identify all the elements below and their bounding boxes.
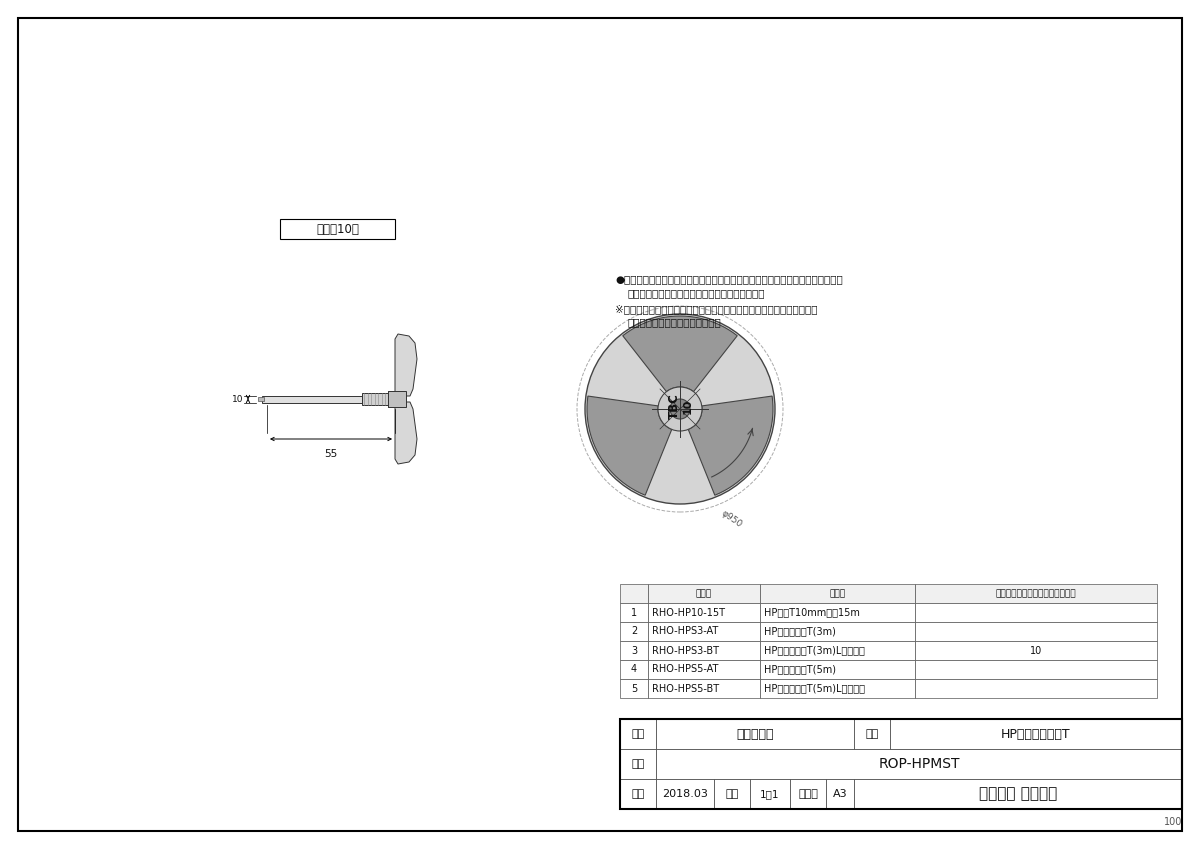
Text: 型式: 型式: [631, 759, 644, 769]
Bar: [648, 603, 760, 622]
Text: 名称: 名称: [631, 729, 644, 739]
Bar: [362, 393, 388, 405]
Bar: [648, 584, 760, 603]
Bar: [388, 391, 395, 407]
Bar: [258, 397, 264, 401]
Bar: [916, 622, 1157, 641]
Text: φ950: φ950: [720, 509, 744, 530]
Text: 1：1: 1：1: [761, 789, 780, 799]
Text: 呼び径10用: 呼び径10用: [316, 222, 359, 235]
Bar: [760, 622, 916, 641]
Bar: [620, 679, 648, 698]
Bar: [648, 679, 760, 698]
Bar: [790, 779, 826, 809]
Text: 外形寸法図: 外形寸法図: [737, 728, 774, 740]
Bar: [280, 219, 395, 239]
Circle shape: [670, 399, 690, 419]
Text: ROP-HPMST: ROP-HPMST: [878, 757, 960, 771]
Text: A3: A3: [833, 789, 847, 799]
Text: RHO-HPS3-AT: RHO-HPS3-AT: [652, 627, 719, 637]
Text: HP配管セットT(3m)L継手仕様: HP配管セットT(3m)L継手仕様: [764, 645, 865, 655]
Bar: [714, 779, 750, 809]
Text: RHO-HPS5-BT: RHO-HPS5-BT: [652, 683, 719, 694]
Bar: [648, 641, 760, 660]
Bar: [916, 641, 1157, 660]
Bar: [760, 584, 916, 603]
Bar: [916, 660, 1157, 679]
Bar: [620, 603, 648, 622]
Text: 品名: 品名: [865, 729, 878, 739]
Bar: [760, 603, 916, 622]
Text: HP配管セットT(3m): HP配管セットT(3m): [764, 627, 836, 637]
Text: HP配管セットT(5m)L継手仕様: HP配管セットT(5m)L継手仕様: [764, 683, 865, 694]
Bar: [890, 719, 1182, 749]
Bar: [760, 679, 916, 698]
Text: HP配管面仕上器T: HP配管面仕上器T: [1001, 728, 1070, 740]
Circle shape: [658, 387, 702, 431]
Bar: [388, 391, 406, 407]
Bar: [620, 660, 648, 679]
Text: ●本品は、当社指定の金属強化ポリエチレン管（アルミ三層管）専用品であり、: ●本品は、当社指定の金属強化ポリエチレン管（アルミ三層管）専用品であり、: [616, 274, 842, 284]
Text: 2: 2: [631, 627, 637, 637]
Bar: [620, 719, 1182, 809]
Polygon shape: [689, 396, 773, 495]
Text: HP配管セットT(5m): HP配管セットT(5m): [764, 665, 836, 674]
Bar: [854, 719, 890, 749]
Bar: [656, 719, 854, 749]
Text: 尺度: 尺度: [725, 789, 739, 799]
Text: 10: 10: [683, 398, 694, 413]
Text: 型　式: 型 式: [696, 589, 712, 598]
Bar: [620, 584, 648, 603]
Circle shape: [586, 314, 775, 504]
Text: 金属強化ポリエチレン管の呼び径: 金属強化ポリエチレン管の呼び径: [996, 589, 1076, 598]
Text: TBC: TBC: [667, 393, 680, 419]
Text: 100: 100: [1164, 817, 1182, 827]
Bar: [620, 622, 648, 641]
Text: HP配管T10mm保温15m: HP配管T10mm保温15m: [764, 608, 860, 617]
Text: 作成: 作成: [631, 789, 644, 799]
Text: 使用した当社製品の型式例です。: 使用した当社製品の型式例です。: [628, 317, 721, 327]
Bar: [656, 779, 714, 809]
Text: 5: 5: [631, 683, 637, 694]
Bar: [620, 719, 656, 749]
Polygon shape: [395, 334, 418, 396]
Text: 1: 1: [631, 608, 637, 617]
Bar: [760, 660, 916, 679]
Bar: [620, 749, 656, 779]
Text: 3: 3: [631, 645, 637, 655]
Bar: [656, 749, 1182, 779]
Bar: [760, 641, 916, 660]
Text: リンナイ 株式会社: リンナイ 株式会社: [979, 786, 1057, 801]
Bar: [854, 779, 1182, 809]
Text: RHO-HP10-15T: RHO-HP10-15T: [652, 608, 725, 617]
Text: RHO-HPS3-BT: RHO-HPS3-BT: [652, 645, 719, 655]
Bar: [648, 660, 760, 679]
Polygon shape: [623, 316, 737, 391]
Text: RHO-HPS5-AT: RHO-HPS5-AT: [652, 665, 719, 674]
Text: 10: 10: [232, 395, 242, 403]
Text: 管端の内外面の角をつぶして仕上げる工具です。: 管端の内外面の角をつぶして仕上げる工具です。: [628, 288, 764, 298]
Text: 55: 55: [324, 449, 337, 459]
Text: ※下表は、本品を使用する金属強化ポリエチレン管（アルミ三層管）を: ※下表は、本品を使用する金属強化ポリエチレン管（アルミ三層管）を: [616, 304, 817, 314]
Bar: [916, 603, 1157, 622]
Text: 2018.03: 2018.03: [662, 789, 708, 799]
Bar: [620, 641, 648, 660]
Text: 10: 10: [1030, 645, 1042, 655]
Text: サイズ: サイズ: [798, 789, 818, 799]
Bar: [916, 679, 1157, 698]
Bar: [750, 779, 790, 809]
Text: 品　名: 品 名: [829, 589, 846, 598]
Text: 4: 4: [631, 665, 637, 674]
Bar: [916, 584, 1157, 603]
Polygon shape: [395, 402, 418, 464]
Bar: [648, 622, 760, 641]
Polygon shape: [587, 396, 672, 495]
Bar: [620, 779, 656, 809]
Bar: [826, 779, 854, 809]
Bar: [262, 396, 362, 402]
